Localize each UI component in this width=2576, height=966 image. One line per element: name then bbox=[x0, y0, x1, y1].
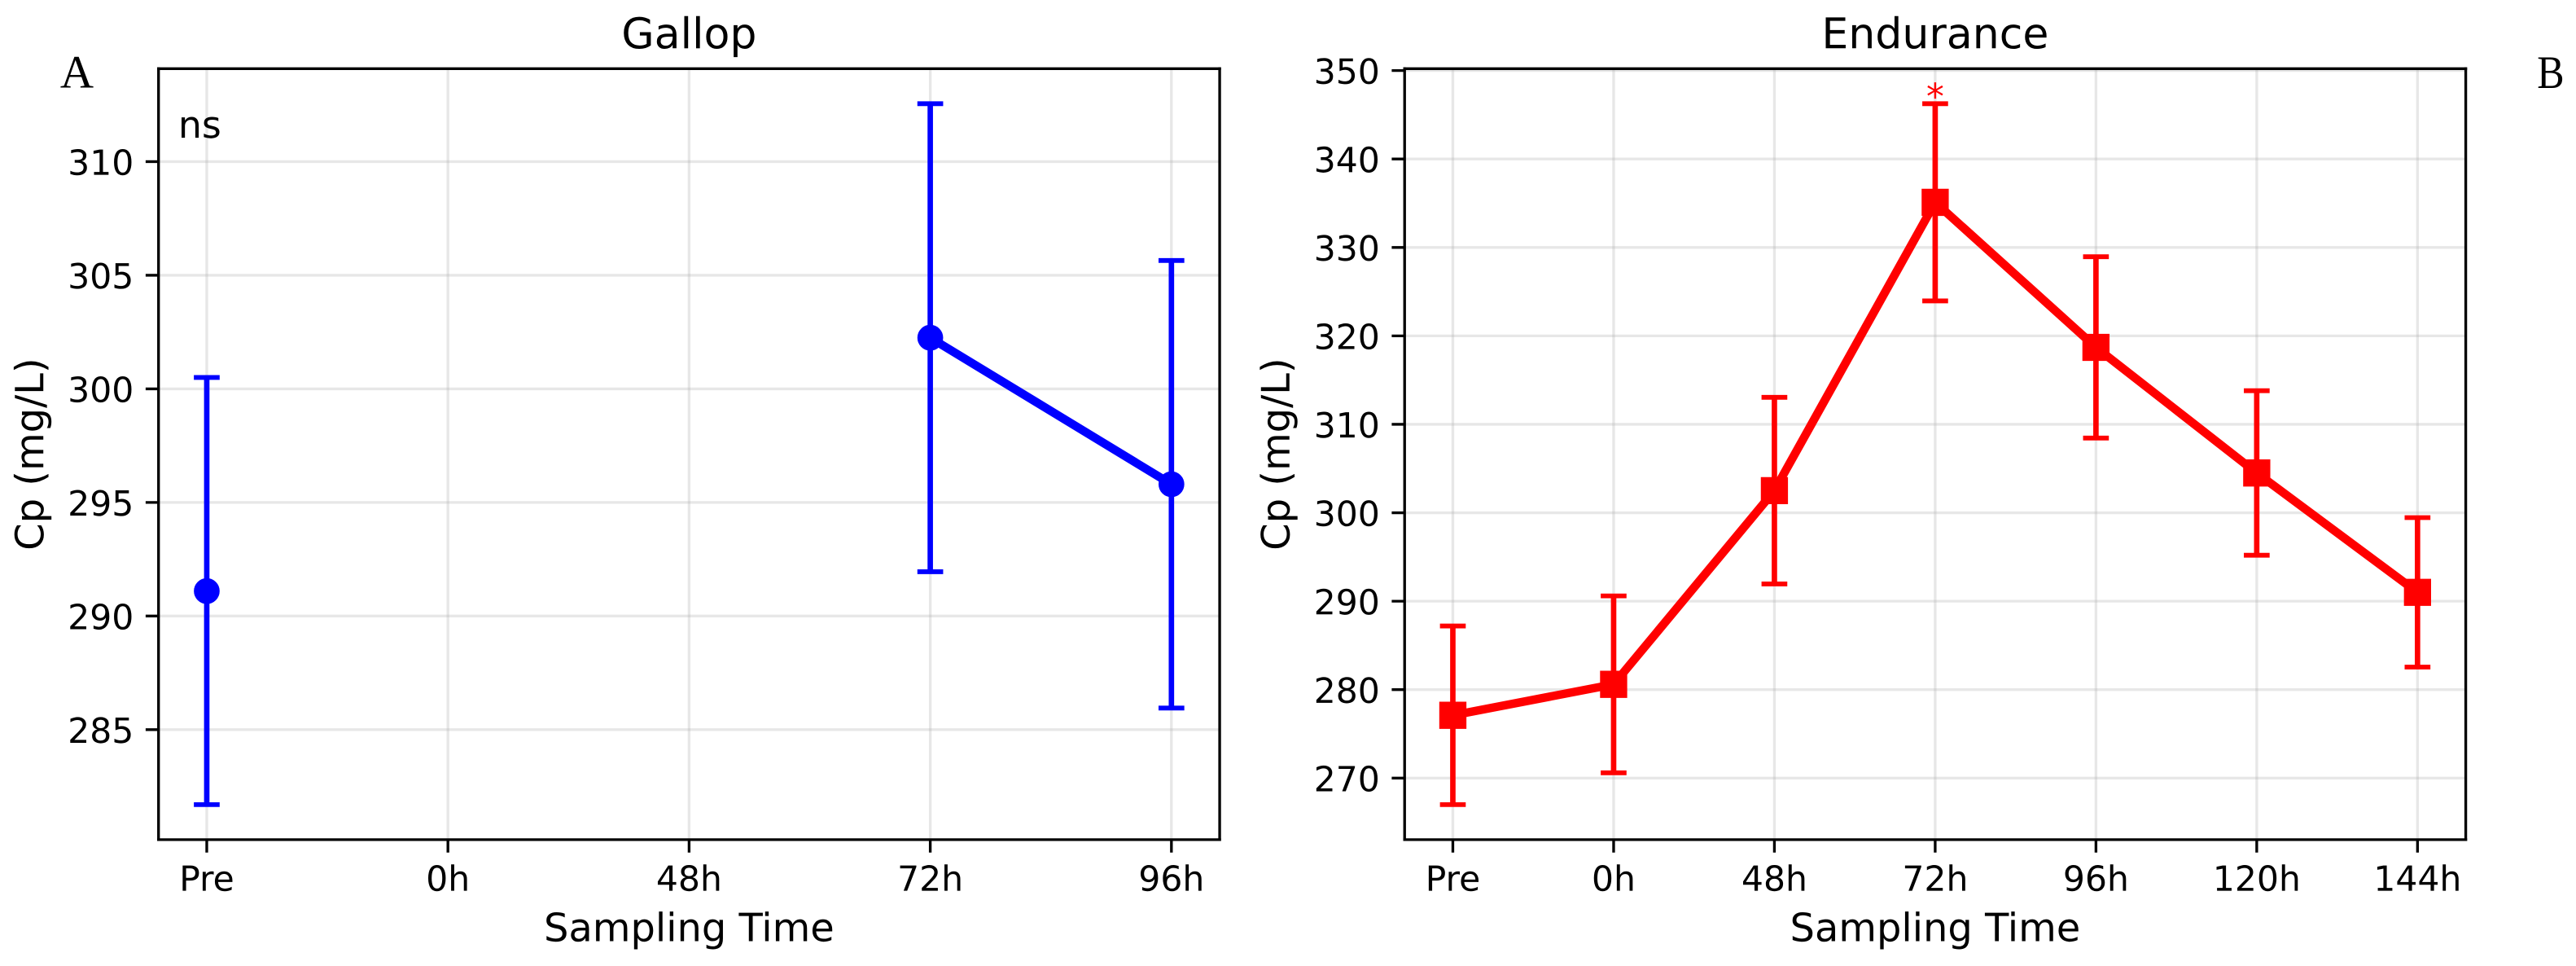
svg-text:A: A bbox=[60, 46, 94, 98]
svg-text:B: B bbox=[2537, 47, 2564, 99]
